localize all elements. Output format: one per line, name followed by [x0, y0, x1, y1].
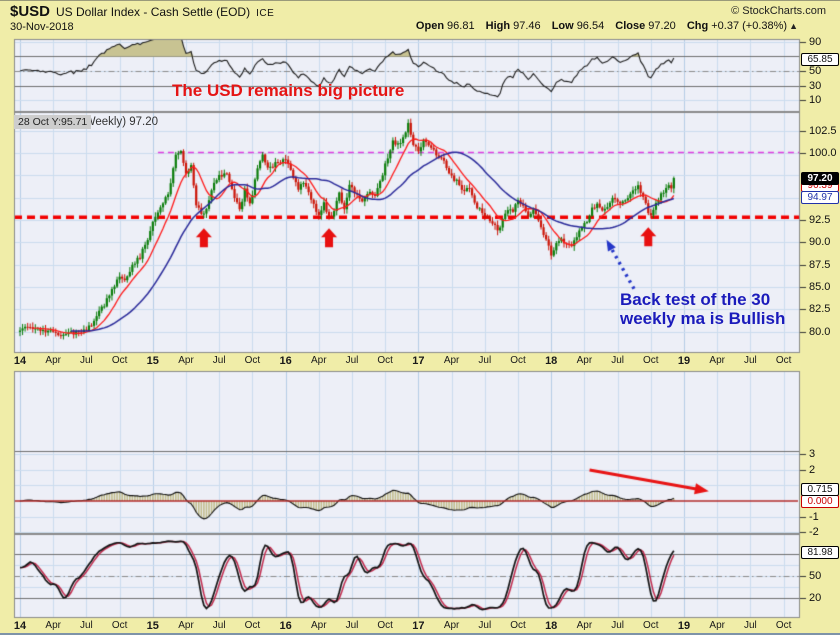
oscillator-value-badge: 65.85	[801, 52, 839, 66]
price-badge: 97.20	[801, 171, 839, 185]
x-axis-label: Apr	[576, 620, 593, 631]
x-axis-label: Apr	[709, 620, 725, 631]
close-value: 97.20	[648, 20, 676, 32]
x-axis-label: 18	[545, 620, 558, 632]
y-axis-label: 100.0	[809, 147, 837, 159]
x-axis-label: 17	[412, 620, 425, 632]
x-axis-label: 16	[279, 620, 292, 632]
x-axis-label: Jul	[743, 355, 757, 366]
annotation-bullish-line2: weekly ma is Bullish	[620, 309, 786, 328]
high-label: High	[485, 20, 511, 32]
ma30-value-badge: 94.97	[801, 191, 839, 205]
y-axis-label: 80.0	[809, 325, 831, 338]
x-axis-label: Jul	[79, 620, 93, 631]
x-axis-label: Apr	[709, 355, 725, 366]
x-axis-label: 17	[412, 355, 425, 367]
y-axis-label: 3	[809, 447, 816, 460]
x-axis-label: Jul	[611, 355, 624, 366]
x-axis-label: Apr	[178, 355, 194, 366]
y-axis-label: 87.5	[809, 258, 831, 271]
exchange-label: ICE	[256, 8, 275, 19]
y-axis-label: 90	[809, 35, 822, 48]
annotation-bullish-text: Back test of the 30 weekly ma is Bullish	[620, 290, 785, 328]
stochastic-value-badge: 81.98	[801, 546, 839, 560]
x-axis-label: Oct	[510, 355, 526, 366]
y-axis-label: 90.0	[809, 236, 831, 249]
x-axis-label: Apr	[311, 355, 327, 366]
x-axis-label: Jul	[478, 620, 492, 631]
x-axis-label: Apr	[45, 620, 61, 631]
x-axis-label: Jul	[345, 620, 359, 631]
low-value: 96.54	[576, 20, 605, 32]
change-direction-icon: ▲	[789, 21, 798, 31]
x-axis-label: Apr	[311, 620, 327, 631]
y-axis-label: 85.0	[809, 280, 831, 293]
y-axis-label: 82.5	[809, 303, 831, 316]
x-axis-label: Jul	[611, 620, 624, 631]
ticker-symbol: $USD	[10, 3, 51, 20]
x-axis-label: Oct	[244, 620, 261, 631]
x-axis-label: Oct	[377, 620, 393, 631]
open-label: Open	[415, 20, 445, 32]
x-axis-label: Oct	[775, 620, 792, 631]
x-axis-label: 15	[146, 620, 159, 632]
x-axis-label: Jul	[345, 355, 359, 366]
x-axis-label: Jul	[212, 355, 226, 366]
x-axis-label: Apr	[576, 355, 593, 366]
x-axis-label: Oct	[775, 355, 792, 366]
x-axis-label: Apr	[178, 620, 194, 631]
annotation-top-text: The USD remains big picture	[172, 81, 405, 100]
x-axis-label: Jul	[79, 355, 93, 366]
close-label: Close	[615, 20, 646, 32]
x-axis-label: Jul	[212, 620, 226, 631]
annotation-bullish-line1: Back test of the 30	[620, 290, 771, 309]
x-axis-label: Oct	[643, 355, 659, 366]
y-axis-label: -1	[809, 510, 819, 523]
x-axis-label: 19	[677, 620, 691, 632]
open-value: 96.81	[447, 20, 475, 32]
x-axis-label: Apr	[443, 620, 460, 631]
y-axis-label: 50	[809, 570, 822, 582]
y-axis-label: 30	[809, 79, 822, 92]
chart-header: $USD US Dollar Index - Cash Settle (EOD) I…	[10, 3, 274, 21]
x-axis-label: Oct	[510, 620, 526, 631]
x-axis-label: Apr	[443, 355, 460, 366]
y-axis-label: 20	[809, 591, 822, 604]
x-axis-label: 14	[13, 355, 27, 367]
y-axis-label: -2	[809, 526, 819, 539]
x-axis-label: 19	[677, 355, 691, 367]
change-value: +0.37 (+0.38%)	[711, 20, 788, 32]
x-axis-label: 18	[545, 355, 558, 367]
x-axis-label: Jul	[478, 355, 492, 366]
ohlc-quote-bar: Open 96.81 High 97.46 Low 96.54 Close 97.20 …	[408, 20, 798, 32]
x-axis-label: Oct	[377, 355, 393, 366]
change-label: Chg	[686, 20, 709, 32]
copyright-label: © StockCharts.com	[731, 5, 826, 17]
x-axis-label: 16	[279, 355, 292, 367]
chart-date: 30-Nov-2018	[10, 21, 74, 33]
low-label: Low	[551, 20, 574, 32]
x-axis-label: Oct	[643, 620, 659, 631]
y-axis-label: 10	[809, 94, 822, 107]
y-axis-label: 92.5	[809, 213, 831, 226]
x-axis-label: Oct	[244, 355, 261, 366]
histogram-value-badge: 0.715	[801, 483, 839, 497]
high-value: 97.46	[513, 20, 541, 32]
instrument-title: US Dollar Index - Cash Settle (EOD)	[56, 5, 251, 19]
y-axis-label: 2	[809, 463, 816, 476]
x-axis-label: 15	[146, 355, 159, 367]
window-bottom-border	[0, 633, 840, 635]
y-axis-label: 50	[809, 65, 822, 77]
x-axis-label: Oct	[111, 355, 128, 366]
x-axis-label: Jul	[743, 620, 757, 631]
histogram-zero-badge: 0.000	[801, 494, 839, 508]
x-axis-label: Apr	[45, 355, 61, 366]
x-axis-label: 14	[13, 620, 27, 632]
x-axis-label: Oct	[111, 620, 128, 631]
crosshair-tooltip: 28 Oct Y:95.71	[14, 115, 92, 129]
y-axis-label: 102.5	[809, 124, 837, 137]
